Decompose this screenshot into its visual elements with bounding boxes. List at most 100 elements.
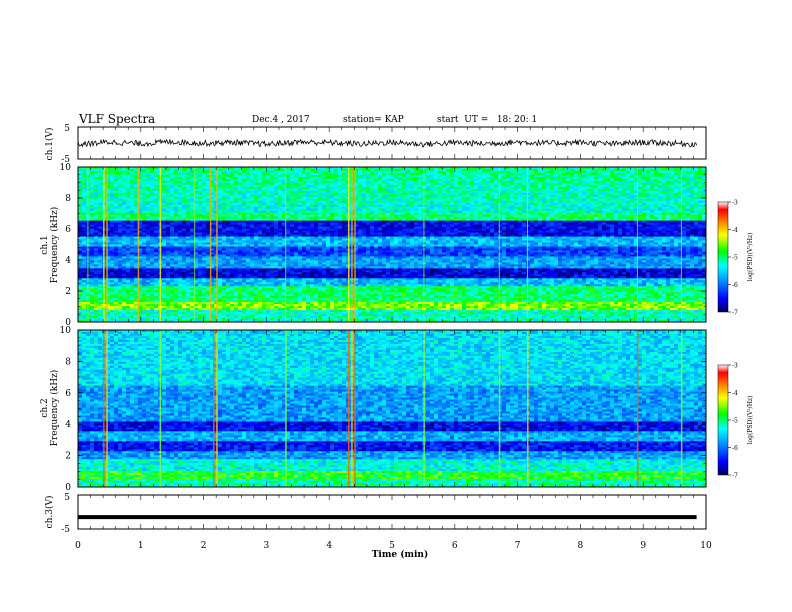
spectrogram-cell [482, 185, 486, 187]
spectrogram-cell [122, 183, 126, 185]
spectrogram-cell [318, 179, 322, 181]
spectrogram-cell [514, 193, 518, 195]
spectrogram-cell [578, 191, 582, 193]
spectrogram-cell [558, 179, 562, 181]
spectrogram-cell [226, 179, 230, 181]
spectrogram-cell [202, 193, 206, 195]
spectrogram-cell [338, 175, 342, 177]
spectrogram-cell [270, 181, 274, 183]
spectrogram-cell [258, 179, 262, 181]
spectrogram-cell [390, 183, 394, 185]
spectrogram-cell [226, 171, 230, 173]
spectrogram-cell [538, 193, 542, 195]
spectrogram-cell [658, 173, 662, 175]
spectrogram-cell [666, 175, 670, 177]
spectrogram-cell [414, 171, 418, 173]
spectrogram-cell [362, 183, 366, 185]
spectrogram-cell [406, 179, 410, 181]
spectrogram-cell [270, 191, 274, 193]
spectrogram-cell [410, 185, 414, 187]
spectrogram-cell [242, 183, 246, 185]
spectrogram-cell [234, 193, 238, 195]
spectrogram-cell [298, 193, 302, 195]
spectrogram-cell [306, 181, 310, 183]
spectrogram-cell [314, 173, 318, 175]
spectrogram-cell [646, 189, 650, 191]
spectrogram-cell [610, 191, 614, 193]
spectrogram-cell [450, 183, 454, 185]
spectrogram-cell [570, 187, 574, 189]
spectrogram-cell [510, 191, 514, 193]
spectrogram-cell [474, 183, 478, 185]
spectrogram-cell [462, 171, 466, 173]
spectrogram-cell [642, 171, 646, 173]
spectrogram-cell [694, 191, 698, 193]
spectrogram-cell [446, 189, 450, 191]
spectrogram-cell [478, 173, 482, 175]
spectrogram-cell [526, 189, 530, 191]
spectrogram-cell [278, 169, 282, 171]
spectrogram-cell [550, 189, 554, 191]
spectrogram-cell [314, 181, 318, 183]
spectrogram-cell [298, 191, 302, 193]
spectrogram-cell [538, 187, 542, 189]
spectrogram-cell [650, 189, 654, 191]
spectrogram-cell [662, 181, 666, 183]
spectrogram-cell [174, 173, 178, 175]
spectrogram-cell [254, 169, 258, 171]
spectrogram-cell [182, 193, 186, 195]
spectrogram-cell [418, 175, 422, 177]
spectrogram-cell [530, 193, 534, 195]
spectrogram-cell [574, 193, 578, 195]
spectrogram-cell [674, 169, 678, 171]
spectrogram-cell [674, 173, 678, 175]
spectrogram-cell [142, 175, 146, 177]
spectrogram-cell [646, 169, 650, 171]
spectrogram-cell [166, 185, 170, 187]
spectrogram-cell [182, 179, 186, 181]
spectrogram-cell [546, 191, 550, 193]
spectrogram-cell [410, 187, 414, 189]
spectrogram-cell [374, 171, 378, 173]
spectrogram-cell [122, 193, 126, 195]
spectrogram-cell [562, 169, 566, 171]
spectrogram-cell [298, 177, 302, 179]
spectrogram-cell [646, 177, 650, 179]
spectrogram-cell [338, 193, 342, 195]
spectrogram-cell [98, 175, 102, 177]
spectrogram-cell [190, 193, 194, 195]
spectrogram-cell [370, 175, 374, 177]
spectrogram-cell [426, 185, 430, 187]
spectrogram-cell [470, 177, 474, 179]
spectrogram-cell [642, 173, 646, 175]
spectrogram-cell [82, 179, 86, 181]
spectrogram-cell [370, 193, 374, 195]
spectrogram-cell [626, 169, 630, 171]
spectrogram-cell [450, 177, 454, 179]
spectrogram-cell [118, 195, 122, 197]
spectrogram-cell [358, 173, 362, 175]
spectrogram-cell [290, 177, 294, 179]
spectrogram-cell [122, 169, 126, 171]
spectrogram-cell [606, 191, 610, 193]
spectrogram-cell [98, 169, 102, 171]
spectrogram-cell [150, 173, 154, 175]
spectrogram-cell [670, 183, 674, 185]
spectrogram-cell [390, 185, 394, 187]
spectrogram-cell [458, 173, 462, 175]
spectrogram-cell [446, 193, 450, 195]
spectrogram-cell [254, 193, 258, 195]
spectrogram-cell [190, 179, 194, 181]
spectrogram-cell [602, 175, 606, 177]
spectrogram-cell [186, 181, 190, 183]
spectrogram-cell [466, 193, 470, 195]
spectrogram-cell [418, 183, 422, 185]
spectrogram-cell [118, 181, 122, 183]
spectrogram-cell [478, 179, 482, 181]
spectrogram-cell [130, 177, 134, 179]
spectrogram-cell [146, 195, 150, 197]
spectrogram-cell [258, 169, 262, 171]
spectrogram-cell [330, 185, 334, 187]
spectrogram-cell [534, 177, 538, 179]
spectrogram-cell [374, 179, 378, 181]
